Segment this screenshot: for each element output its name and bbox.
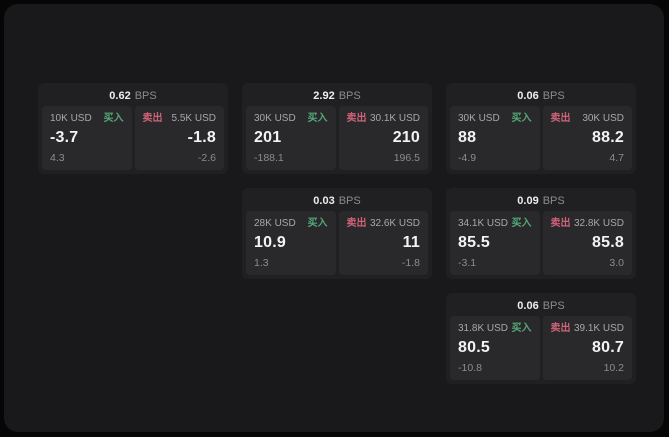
sell-side-label: 卖出 [550, 323, 571, 334]
sell-price: 80.7 [592, 339, 624, 356]
quote-panels: 34.1K USD 买入 85.5 -3.1 卖出 32.8K USD 85.8… [450, 211, 632, 275]
bps-unit-label: BPS [338, 90, 361, 102]
bps-value: 0.06 [517, 90, 539, 102]
quote-panels: 30K USD 买入 88 -4.9 卖出 30K USD 88.2 4.7 [450, 106, 632, 170]
buy-amount: 30K USD [254, 113, 296, 124]
buy-amount: 28K USD [254, 218, 296, 229]
sell-sub-value: -2.6 [197, 152, 216, 164]
bps-card-grid: 0.62 BPS 10K USD 买入 -3.7 4.3 卖出 5.5K USD [38, 83, 636, 384]
sell-price: 85.8 [592, 234, 624, 251]
sell-side-label: 卖出 [346, 113, 367, 124]
quote-panels: 30K USD 买入 201 -188.1 卖出 30.1K USD 210 1… [246, 106, 428, 170]
buy-amount: 34.1K USD [458, 218, 509, 229]
card-header: 0.06 BPS [450, 296, 632, 316]
buy-amount: 30K USD [458, 113, 500, 124]
sell-sub-value: 4.7 [609, 152, 624, 164]
quote-panels: 28K USD 买入 10.9 1.3 卖出 32.6K USD 11 -1.8 [246, 211, 428, 275]
sell-amount: 32.6K USD [369, 218, 420, 229]
buy-panel[interactable]: 30K USD 买入 88 -4.9 [450, 106, 540, 170]
bps-unit-label: BPS [134, 90, 157, 102]
sell-side-label: 卖出 [550, 218, 571, 229]
buy-sub-value: -3.1 [458, 257, 477, 269]
sell-panel[interactable]: 卖出 30K USD 88.2 4.7 [542, 106, 632, 170]
sell-side-label: 卖出 [142, 113, 163, 124]
buy-price: 201 [254, 129, 282, 146]
sell-price: 11 [402, 234, 420, 251]
bps-value: 0.09 [517, 195, 539, 207]
sell-panel[interactable]: 卖出 32.6K USD 11 -1.8 [338, 211, 428, 275]
buy-side-label: 买入 [307, 218, 328, 229]
bps-value: 0.06 [517, 300, 539, 312]
buy-side-label: 买入 [511, 323, 532, 334]
sell-price: 210 [392, 129, 420, 146]
sell-amount: 30K USD [582, 113, 624, 124]
quotes-window: 0.62 BPS 10K USD 买入 -3.7 4.3 卖出 5.5K USD [4, 4, 664, 432]
card-header: 0.06 BPS [450, 86, 632, 106]
bps-unit-label: BPS [542, 300, 565, 312]
sell-panel[interactable]: 卖出 5.5K USD -1.8 -2.6 [134, 106, 224, 170]
buy-price: -3.7 [50, 129, 79, 146]
bps-card: 2.92 BPS 30K USD 买入 201 -188.1 卖出 30.1K … [242, 83, 432, 174]
buy-panel[interactable]: 34.1K USD 买入 85.5 -3.1 [450, 211, 540, 275]
bps-unit-label: BPS [338, 195, 361, 207]
buy-side-label: 买入 [511, 113, 532, 124]
buy-price: 85.5 [458, 234, 490, 251]
buy-panel[interactable]: 10K USD 买入 -3.7 4.3 [42, 106, 132, 170]
bps-card: 0.09 BPS 34.1K USD 买入 85.5 -3.1 卖出 32.8K… [446, 188, 636, 279]
sell-amount: 32.8K USD [573, 218, 624, 229]
bps-card: 0.06 BPS 31.8K USD 买入 80.5 -10.8 卖出 39.1… [446, 293, 636, 384]
bps-unit-label: BPS [542, 195, 565, 207]
sell-sub-value: 196.5 [393, 152, 420, 164]
bps-value: 0.03 [313, 195, 335, 207]
bps-value: 2.92 [313, 90, 335, 102]
buy-side-label: 买入 [307, 113, 328, 124]
buy-panel[interactable]: 31.8K USD 买入 80.5 -10.8 [450, 316, 540, 380]
card-header: 0.09 BPS [450, 191, 632, 211]
sell-panel[interactable]: 卖出 32.8K USD 85.8 3.0 [542, 211, 632, 275]
quote-panels: 10K USD 买入 -3.7 4.3 卖出 5.5K USD -1.8 -2.… [42, 106, 224, 170]
buy-price: 10.9 [254, 234, 286, 251]
sell-side-label: 卖出 [550, 113, 571, 124]
bps-value: 0.62 [109, 90, 131, 102]
sell-sub-value: 10.2 [603, 362, 624, 374]
buy-amount: 10K USD [50, 113, 92, 124]
sell-sub-value: -1.8 [401, 257, 420, 269]
buy-sub-value: -10.8 [458, 362, 482, 374]
bps-card: 0.03 BPS 28K USD 买入 10.9 1.3 卖出 32.6K US… [242, 188, 432, 279]
buy-sub-value: 1.3 [254, 257, 269, 269]
buy-panel[interactable]: 28K USD 买入 10.9 1.3 [246, 211, 336, 275]
buy-sub-value: 4.3 [50, 152, 65, 164]
buy-price: 88 [458, 129, 477, 146]
sell-amount: 39.1K USD [573, 323, 624, 334]
sell-amount: 5.5K USD [171, 113, 216, 124]
buy-sub-value: -188.1 [254, 152, 284, 164]
card-header: 0.62 BPS [42, 86, 224, 106]
sell-side-label: 卖出 [346, 218, 367, 229]
bps-unit-label: BPS [542, 90, 565, 102]
bps-card: 0.62 BPS 10K USD 买入 -3.7 4.3 卖出 5.5K USD [38, 83, 228, 174]
buy-panel[interactable]: 30K USD 买入 201 -188.1 [246, 106, 336, 170]
sell-price: -1.8 [187, 129, 216, 146]
buy-sub-value: -4.9 [458, 152, 477, 164]
sell-amount: 30.1K USD [369, 113, 420, 124]
buy-price: 80.5 [458, 339, 490, 356]
sell-panel[interactable]: 卖出 39.1K USD 80.7 10.2 [542, 316, 632, 380]
bps-card: 0.06 BPS 30K USD 买入 88 -4.9 卖出 30K USD [446, 83, 636, 174]
quote-panels: 31.8K USD 买入 80.5 -10.8 卖出 39.1K USD 80.… [450, 316, 632, 380]
buy-side-label: 买入 [103, 113, 124, 124]
card-header: 0.03 BPS [246, 191, 428, 211]
buy-side-label: 买入 [511, 218, 532, 229]
buy-amount: 31.8K USD [458, 323, 509, 334]
card-header: 2.92 BPS [246, 86, 428, 106]
sell-panel[interactable]: 卖出 30.1K USD 210 196.5 [338, 106, 428, 170]
sell-price: 88.2 [592, 129, 624, 146]
sell-sub-value: 3.0 [609, 257, 624, 269]
